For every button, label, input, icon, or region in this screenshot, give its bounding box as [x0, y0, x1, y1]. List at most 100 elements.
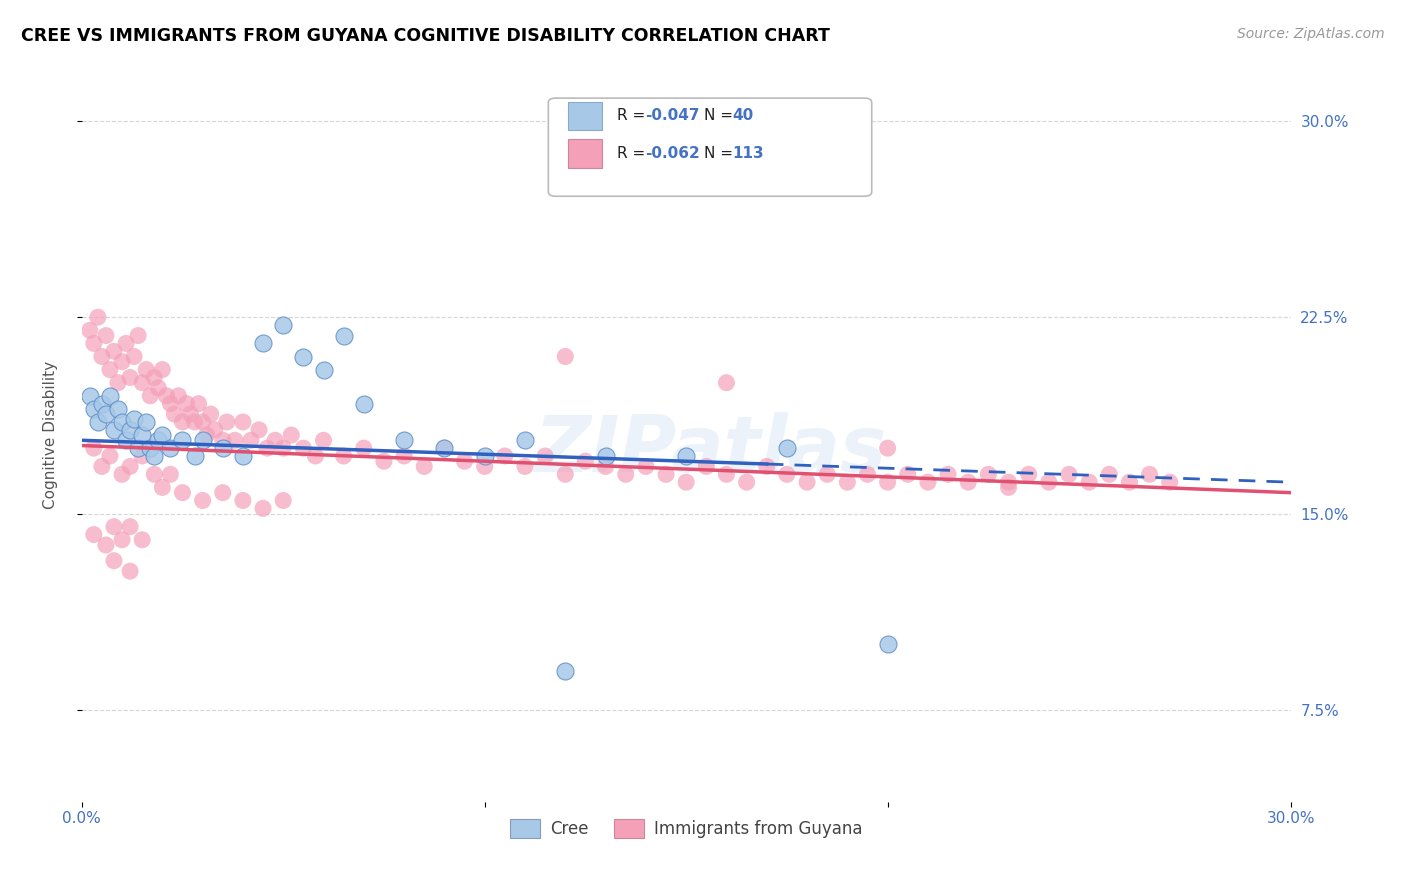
Point — [614, 467, 637, 482]
Point — [131, 376, 153, 390]
Point — [143, 449, 166, 463]
Point — [167, 389, 190, 403]
Point — [127, 441, 149, 455]
Point — [131, 428, 153, 442]
Point — [392, 449, 415, 463]
Point — [200, 407, 222, 421]
Point — [94, 538, 117, 552]
Point — [176, 397, 198, 411]
Point — [1139, 467, 1161, 482]
Point — [595, 449, 617, 463]
Point — [187, 397, 209, 411]
Point — [211, 434, 233, 448]
Point — [716, 376, 738, 390]
Point — [534, 449, 557, 463]
Point — [856, 467, 879, 482]
Point — [876, 441, 898, 455]
Point — [997, 480, 1019, 494]
Point — [98, 389, 121, 403]
Point — [252, 501, 274, 516]
Point — [433, 441, 456, 455]
Point — [936, 467, 959, 482]
Point — [876, 638, 898, 652]
Point — [675, 475, 697, 490]
Point — [304, 449, 326, 463]
Point — [292, 350, 315, 364]
Point — [90, 459, 112, 474]
Point — [595, 459, 617, 474]
Point — [634, 459, 657, 474]
Point — [232, 493, 254, 508]
Point — [172, 415, 194, 429]
Point — [247, 423, 270, 437]
Point — [87, 310, 110, 325]
Point — [195, 428, 218, 442]
Point — [135, 362, 157, 376]
Point — [675, 449, 697, 463]
Point — [957, 475, 980, 490]
Point — [332, 449, 354, 463]
Point — [115, 434, 138, 448]
Point — [232, 415, 254, 429]
Point — [148, 434, 170, 448]
Text: -0.062: -0.062 — [645, 146, 700, 161]
Point — [554, 664, 576, 678]
Point — [115, 336, 138, 351]
Point — [120, 370, 142, 384]
Point — [143, 467, 166, 482]
Point — [1098, 467, 1121, 482]
Point — [215, 415, 238, 429]
Point — [103, 423, 125, 437]
Point — [150, 362, 173, 376]
Text: N =: N = — [704, 146, 738, 161]
Point — [111, 355, 134, 369]
Point — [120, 459, 142, 474]
Point — [392, 434, 415, 448]
Text: Source: ZipAtlas.com: Source: ZipAtlas.com — [1237, 27, 1385, 41]
Point — [256, 441, 278, 455]
Text: R =: R = — [617, 109, 651, 123]
Point — [232, 449, 254, 463]
Text: -0.047: -0.047 — [645, 109, 700, 123]
Point — [776, 467, 799, 482]
Point — [897, 467, 920, 482]
Point — [107, 376, 129, 390]
Point — [122, 412, 145, 426]
Point — [83, 401, 105, 416]
Point — [997, 475, 1019, 490]
Point — [1118, 475, 1140, 490]
Point — [554, 350, 576, 364]
Point — [353, 441, 375, 455]
Point — [172, 485, 194, 500]
Text: N =: N = — [704, 109, 738, 123]
Text: 113: 113 — [733, 146, 763, 161]
Point — [98, 362, 121, 376]
Point — [155, 389, 177, 403]
Point — [159, 397, 181, 411]
Point — [103, 344, 125, 359]
Point — [271, 318, 294, 332]
Point — [180, 407, 202, 421]
Point — [127, 328, 149, 343]
Point — [755, 459, 778, 474]
Point — [98, 449, 121, 463]
Point — [252, 336, 274, 351]
Point — [183, 415, 205, 429]
Point — [1078, 475, 1101, 490]
Point — [271, 493, 294, 508]
Point — [191, 493, 214, 508]
Point — [90, 397, 112, 411]
Point — [111, 533, 134, 547]
Point — [120, 519, 142, 533]
Point — [240, 434, 263, 448]
Point — [79, 323, 101, 337]
Point — [159, 441, 181, 455]
Point — [332, 328, 354, 343]
Point — [172, 434, 194, 448]
Text: 40: 40 — [733, 109, 754, 123]
Point — [120, 423, 142, 437]
Point — [191, 434, 214, 448]
Point — [554, 467, 576, 482]
Point — [131, 449, 153, 463]
Point — [695, 459, 717, 474]
